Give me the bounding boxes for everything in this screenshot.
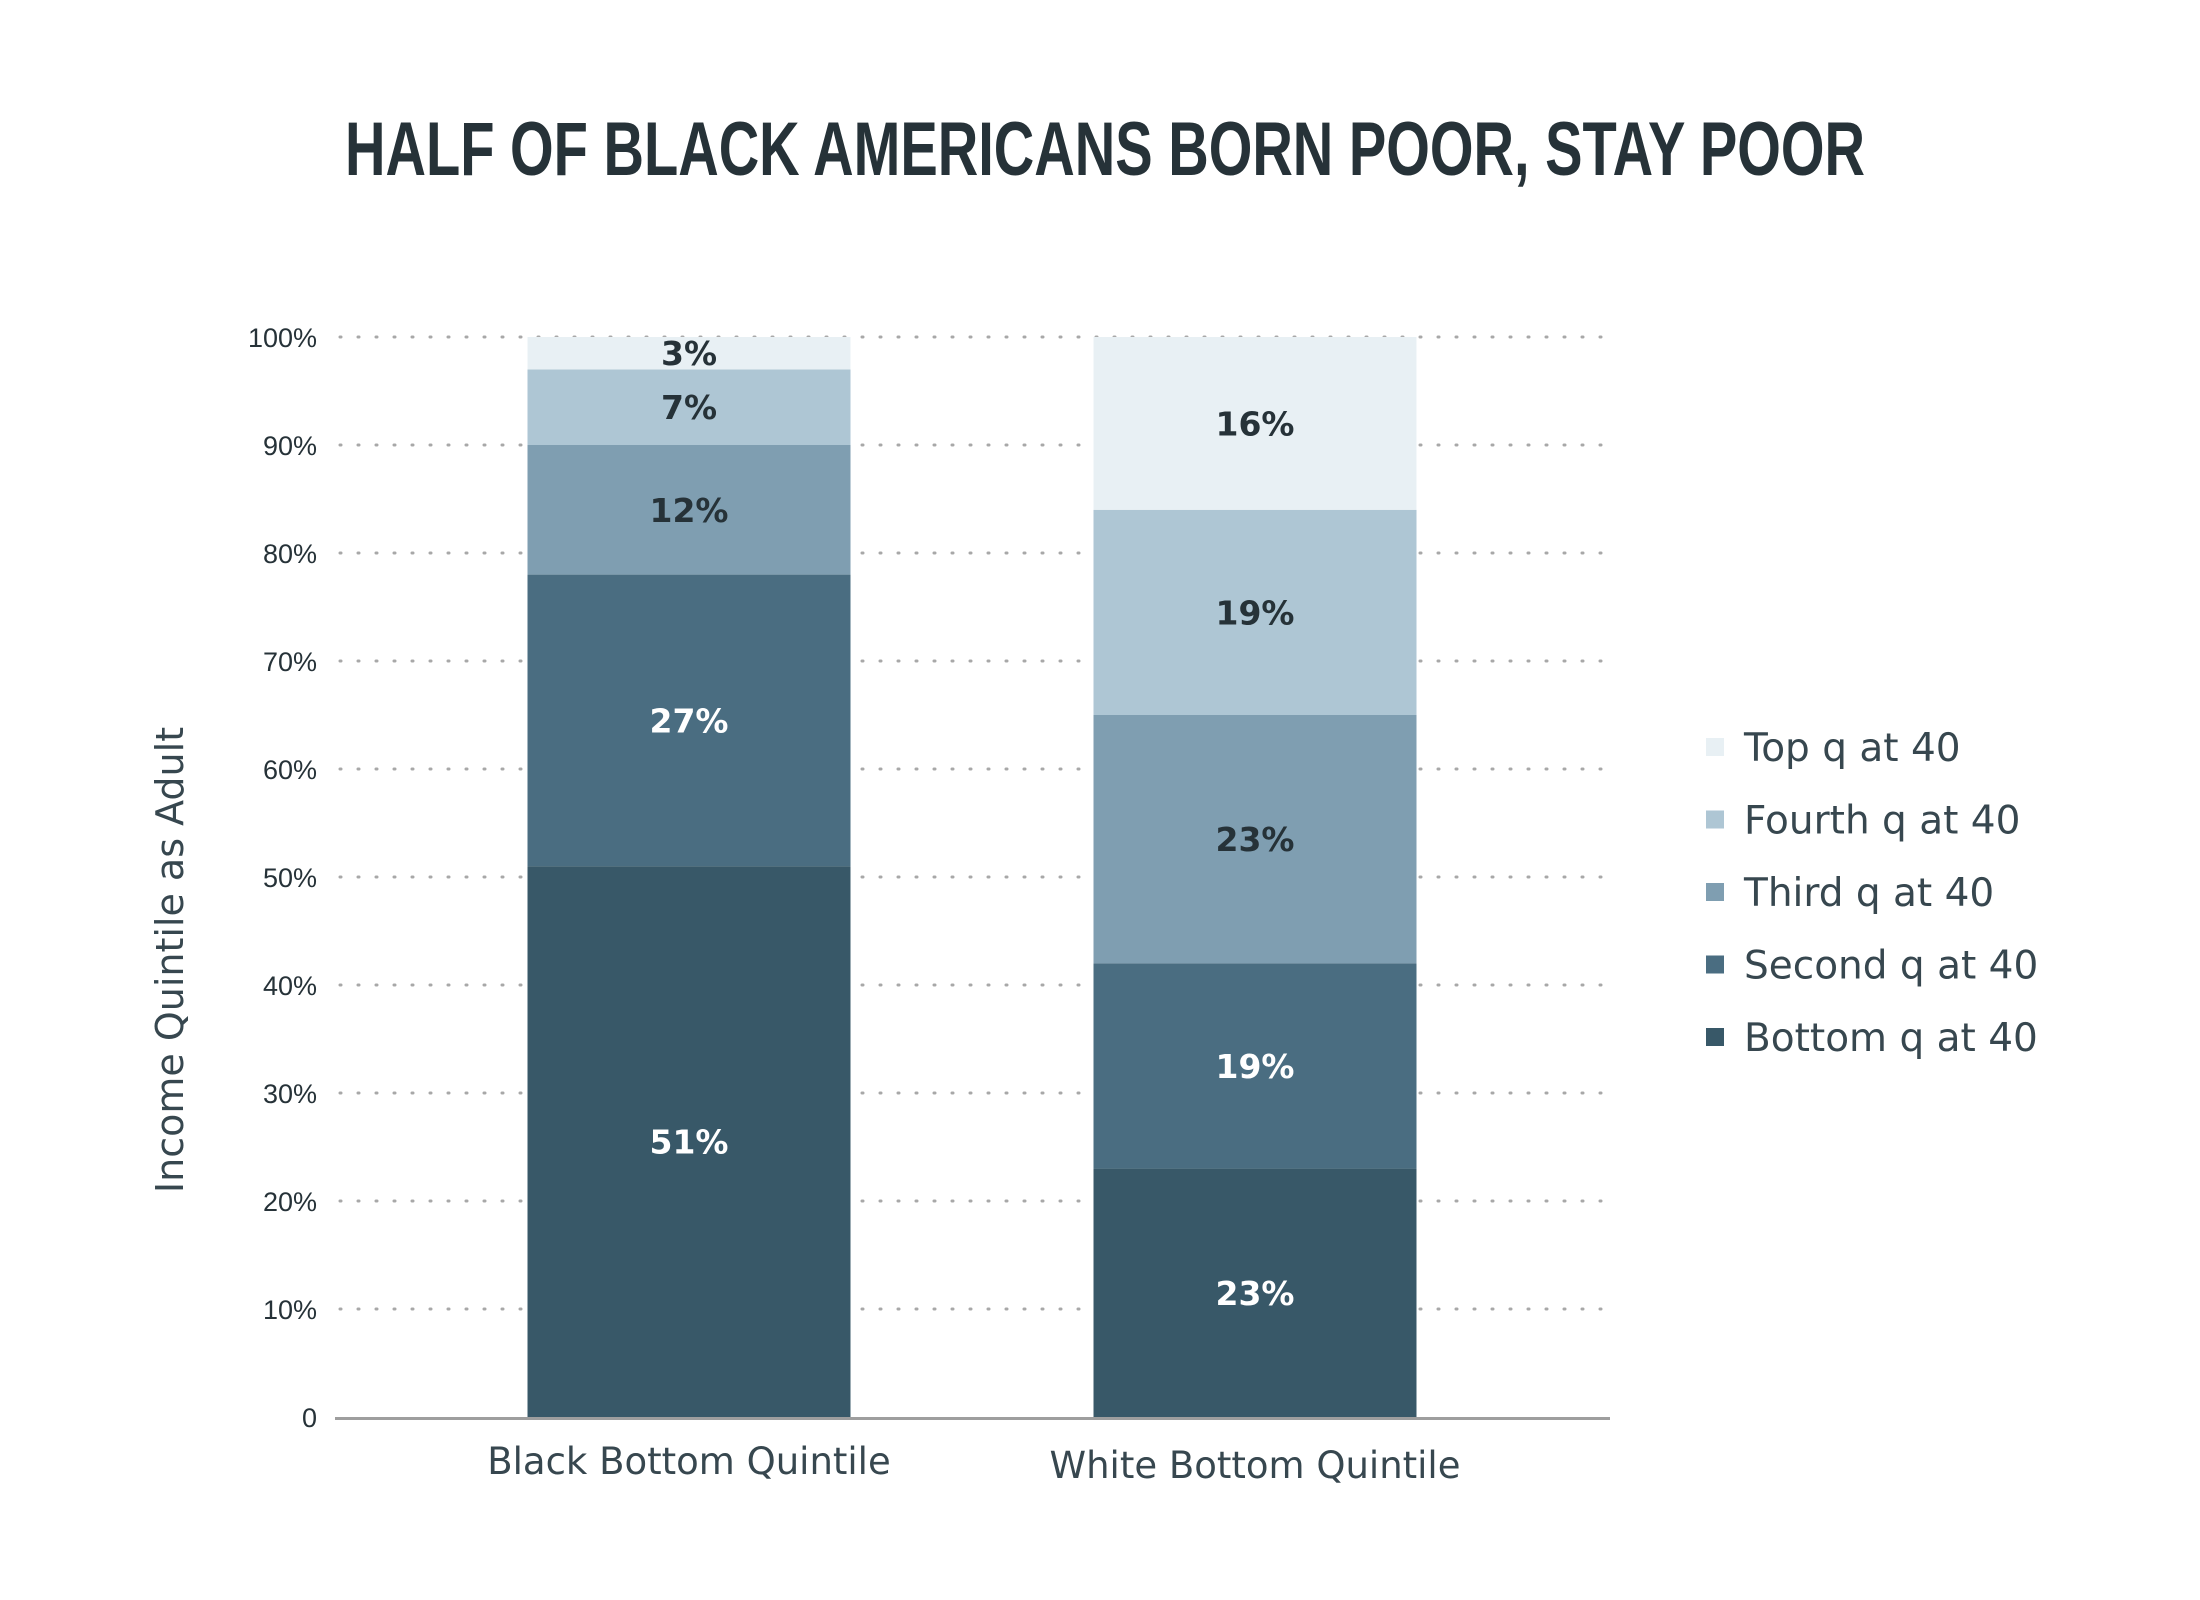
y-tick-label: 70% (263, 647, 317, 677)
data-label: 51% (650, 1123, 729, 1162)
y-tick-label: 100% (248, 323, 317, 353)
legend-label: Third q at 40 (1743, 871, 1994, 916)
bar-segment-top-q-at-40 (527, 337, 851, 370)
y-tick-label: 80% (263, 539, 317, 569)
bar-segment-third-q-at-40 (1093, 715, 1417, 964)
bar-segment-second-q-at-40 (527, 574, 851, 867)
data-label: 19% (1216, 1047, 1295, 1086)
bar-segment-bottom-q-at-40 (1093, 1168, 1417, 1417)
legend-item-top-q-at-40: Top q at 40 (1706, 726, 1961, 771)
legend-item-third-q-at-40: Third q at 40 (1706, 871, 1994, 916)
y-tick-label: 30% (263, 1079, 317, 1109)
data-label: 7% (661, 388, 717, 427)
y-tick-label: 50% (263, 863, 317, 893)
legend-label: Top q at 40 (1743, 726, 1961, 771)
y-tick-label: 0 (302, 1403, 317, 1433)
y-axis-label: Income Quintile as Adult (148, 727, 192, 1193)
data-label: 12% (650, 491, 729, 530)
bar-segment-fourth-q-at-40 (1093, 509, 1417, 715)
legend: Top q at 40 Fourth q at 40 Third q at 40 Se… (1706, 726, 2038, 1061)
y-axis-ticks: 0 10% 20% 30% 40% 50% 60% 70% 80% 90% 100% (248, 323, 317, 1433)
bar-segment-top-q-at-40 (1093, 337, 1417, 510)
legend-item-bottom-q-at-40: Bottom q at 40 (1706, 1016, 2038, 1061)
data-label: 23% (1216, 820, 1295, 859)
legend-swatch (1706, 738, 1724, 756)
bar-segment-bottom-q-at-40 (527, 866, 851, 1417)
legend-item-fourth-q-at-40: Fourth q at 40 (1706, 799, 2020, 844)
data-label: 27% (650, 701, 729, 740)
y-tick-label: 10% (263, 1295, 317, 1325)
bar-segment-fourth-q-at-40 (527, 369, 851, 445)
y-tick-label: 20% (263, 1187, 317, 1217)
legend-swatch (1706, 883, 1724, 901)
data-label: 23% (1216, 1274, 1295, 1313)
y-tick-label: 40% (263, 971, 317, 1001)
legend-swatch (1706, 810, 1724, 829)
bar-segment-third-q-at-40 (527, 445, 851, 575)
legend-swatch (1706, 955, 1724, 974)
x-category-label: Black Bottom Quintile (487, 1440, 890, 1483)
x-category-label: White Bottom Quintile (1050, 1444, 1461, 1487)
y-tick-label: 90% (263, 431, 317, 461)
y-tick-label: 60% (263, 755, 317, 785)
data-label: 3% (661, 334, 717, 373)
bar-segment-second-q-at-40 (1093, 963, 1417, 1169)
data-label: 19% (1216, 593, 1295, 632)
chart-title: HALF OF BLACK AMERICANS BORN POOR, STAY … (345, 107, 1865, 192)
bars: 51% 27% 12% 7% 3% 23% 19% 23% 19% 16% (527, 334, 1417, 1417)
legend-item-second-q-at-40: Second q at 40 (1706, 944, 2038, 989)
legend-label: Bottom q at 40 (1744, 1016, 2038, 1061)
legend-swatch (1706, 1028, 1724, 1046)
legend-label: Fourth q at 40 (1744, 799, 2020, 844)
legend-label: Second q at 40 (1744, 944, 2038, 989)
data-label: 16% (1216, 404, 1295, 443)
x-axis-categories: Black Bottom Quintile White Bottom Quinti… (487, 1440, 1460, 1487)
